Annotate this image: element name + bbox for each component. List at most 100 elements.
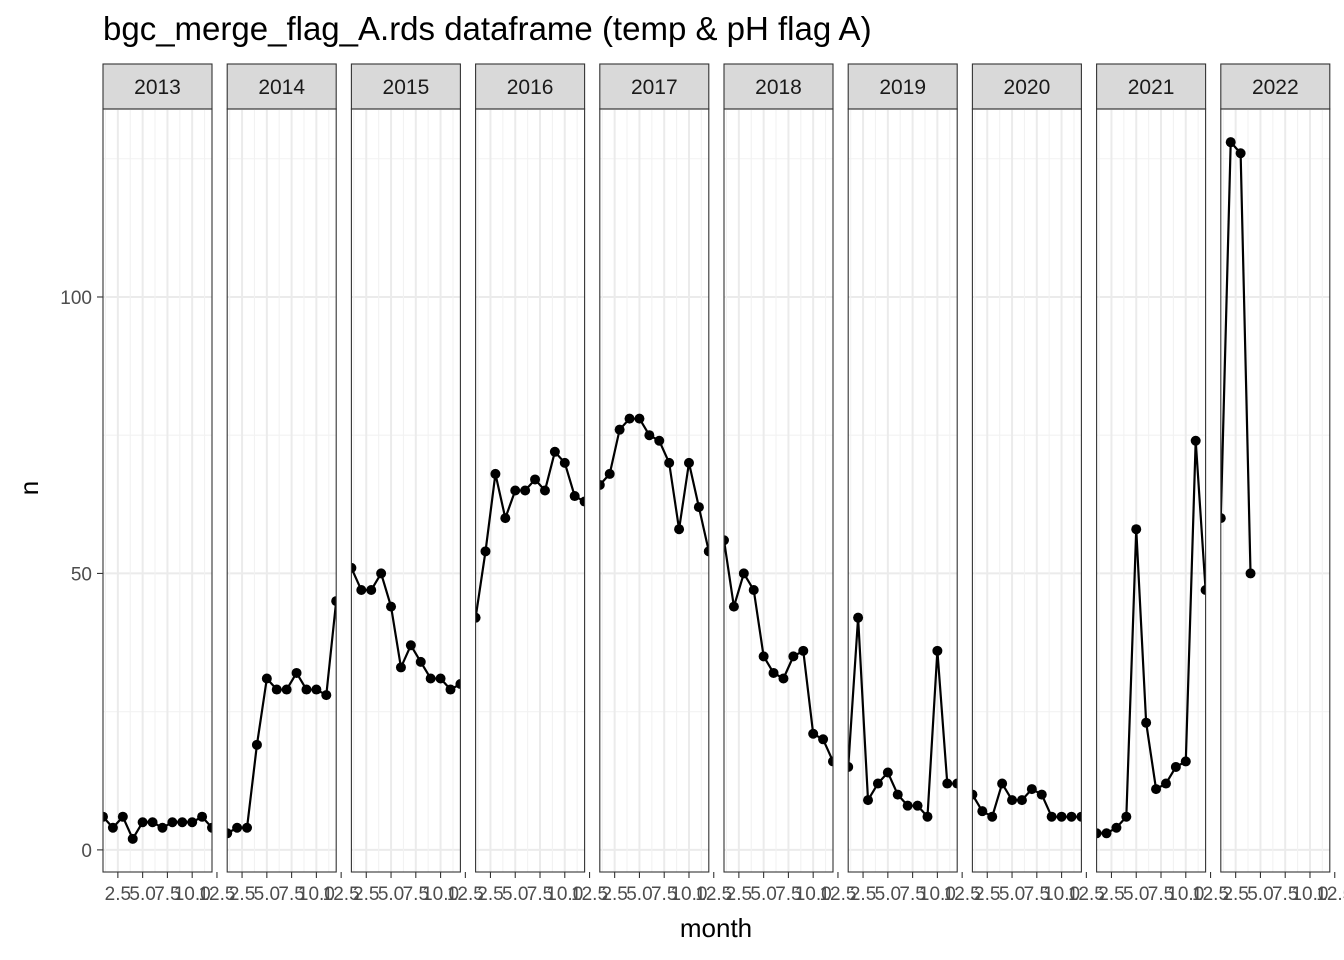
y-tick-label: 100 xyxy=(60,288,92,309)
series-2016 xyxy=(475,446,585,623)
data-point xyxy=(1200,585,1206,596)
data-point xyxy=(177,817,188,828)
facet-strip-label: 2017 xyxy=(631,76,678,99)
data-point xyxy=(1016,795,1027,806)
data-point xyxy=(500,513,511,524)
facet-strip xyxy=(1096,63,1207,110)
x-tick-label: 5.0 xyxy=(1123,884,1149,905)
data-point xyxy=(1245,568,1256,579)
data-point xyxy=(1160,778,1171,789)
y-axis-title: n xyxy=(14,481,44,495)
data-point xyxy=(798,645,809,656)
facet-strip-label: 2019 xyxy=(879,76,926,99)
x-tick-label: 7.5 xyxy=(1024,884,1050,905)
panel-border xyxy=(847,108,958,873)
x-tick-label: 7.5 xyxy=(527,884,553,905)
data-point xyxy=(624,413,635,424)
series-2017 xyxy=(599,413,709,557)
x-tick-label: 12.5 xyxy=(198,884,235,905)
data-point xyxy=(1170,761,1181,772)
data-point xyxy=(242,822,253,833)
x-tick-label: 2.5 xyxy=(850,884,876,905)
x-tick-label: 2.5 xyxy=(1098,884,1124,905)
panel-border xyxy=(723,108,834,873)
data-point xyxy=(1131,524,1142,535)
data-point xyxy=(1225,137,1236,148)
data-point xyxy=(644,430,655,441)
x-tick-label: 2.5 xyxy=(1222,884,1248,905)
x-tick-label: 10.0 xyxy=(174,884,211,905)
panel-grid xyxy=(599,109,709,872)
data-point xyxy=(703,546,709,557)
x-tick-label: 10.0 xyxy=(1043,884,1080,905)
facet-strip-label: 2018 xyxy=(755,76,802,99)
facet-panel-2015: 2015 2.55.07.510.012.5 xyxy=(350,63,484,905)
data-point xyxy=(758,651,769,662)
x-tick-label: 12.5 xyxy=(447,884,484,905)
data-point xyxy=(853,612,864,623)
data-point xyxy=(207,822,212,833)
series-line xyxy=(848,616,958,818)
panel-border xyxy=(102,108,213,873)
data-point xyxy=(1101,828,1112,839)
panel-grid xyxy=(724,109,833,872)
data-point xyxy=(376,568,387,579)
x-tick-label: 12.5 xyxy=(323,884,360,905)
x-tick-label: 10.0 xyxy=(1167,884,1204,905)
data-point xyxy=(654,435,665,446)
data-point xyxy=(1046,811,1057,822)
data-point xyxy=(510,485,521,496)
data-point xyxy=(475,612,481,623)
x-tick-label: 2.5 xyxy=(726,884,752,905)
data-point xyxy=(569,491,580,502)
series-2022 xyxy=(1220,137,1256,579)
data-point xyxy=(724,535,729,546)
data-point xyxy=(808,728,819,739)
x-tick-label: 7.5 xyxy=(651,884,677,905)
facet-strip-label: 2014 xyxy=(258,76,305,99)
data-point xyxy=(425,673,436,684)
data-point xyxy=(614,424,625,435)
facet-strip xyxy=(475,63,586,110)
series-2018 xyxy=(724,535,833,767)
data-point xyxy=(942,778,953,789)
x-tick-label: 5.0 xyxy=(129,884,155,905)
data-point xyxy=(972,789,978,800)
data-point xyxy=(778,673,789,684)
data-point xyxy=(167,817,178,828)
data-point xyxy=(728,601,739,612)
data-point xyxy=(1151,784,1162,795)
data-point xyxy=(261,673,272,684)
data-point xyxy=(634,413,645,424)
data-point xyxy=(1180,756,1191,767)
facet-strip xyxy=(723,63,834,110)
facet-strip-label: 2022 xyxy=(1252,76,1299,99)
data-point xyxy=(251,739,262,750)
x-tick-label: 5.0 xyxy=(378,884,404,905)
data-point xyxy=(1111,822,1122,833)
x-tick-label: 12.5 xyxy=(1068,884,1105,905)
data-point xyxy=(187,817,198,828)
x-tick-label: 5.0 xyxy=(626,884,652,905)
facet-strip-label: 2015 xyxy=(383,76,430,99)
y-tick-label: 0 xyxy=(81,841,92,862)
data-point xyxy=(351,562,357,573)
data-point xyxy=(311,684,322,695)
x-tick-label: 5.0 xyxy=(750,884,776,905)
x-tick-label: 7.5 xyxy=(1148,884,1174,905)
facet-panel-2018: 2018 2.55.07.510.012.5 xyxy=(723,63,856,905)
facet-panel-2020: 2020 2.55.07.510.012.5 xyxy=(971,63,1105,905)
facet-panel-2022: 2022 2.55.07.510.012.5 xyxy=(1220,63,1344,905)
data-point xyxy=(137,817,148,828)
data-point xyxy=(366,585,377,596)
panel-border xyxy=(350,108,461,873)
data-point xyxy=(356,585,367,596)
series-2015 xyxy=(351,562,461,695)
x-tick-label: 10.0 xyxy=(298,884,335,905)
data-point xyxy=(530,474,541,485)
x-tick-label: 10.0 xyxy=(919,884,956,905)
data-point xyxy=(480,546,491,557)
facet-strip xyxy=(350,63,461,110)
panel-border xyxy=(599,108,710,873)
series-2021 xyxy=(1096,435,1206,839)
